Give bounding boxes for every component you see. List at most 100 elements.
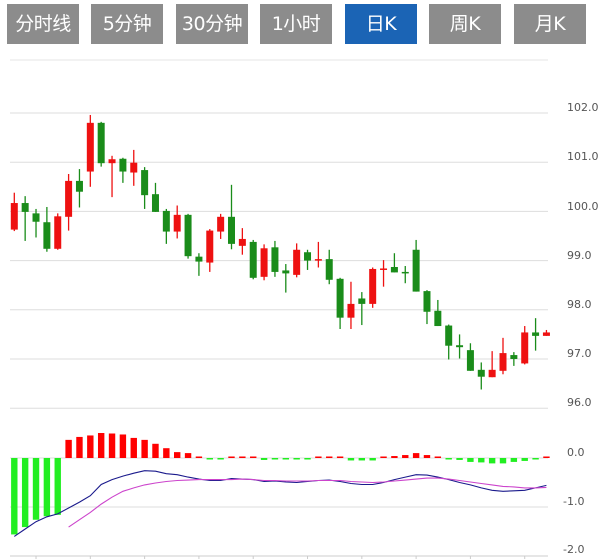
dif-line bbox=[13, 470, 547, 537]
macd-histogram-bar bbox=[521, 458, 528, 461]
candle-body bbox=[195, 256, 203, 262]
candle-body bbox=[423, 291, 431, 312]
candle-body bbox=[21, 203, 29, 212]
candle bbox=[369, 267, 377, 308]
candle bbox=[86, 114, 94, 187]
candle-body bbox=[542, 332, 550, 336]
candle-body bbox=[336, 278, 344, 318]
macd-histogram-bar bbox=[543, 456, 550, 458]
candle bbox=[380, 260, 388, 287]
macd-histogram-bar bbox=[65, 439, 72, 458]
candle bbox=[43, 206, 51, 252]
macd-histogram-bar bbox=[304, 458, 311, 460]
candle-body bbox=[304, 252, 312, 261]
macd-histogram-bar bbox=[282, 458, 289, 460]
candle-body bbox=[151, 194, 159, 212]
candle-body bbox=[119, 158, 127, 172]
macd-histogram-bar bbox=[358, 458, 366, 461]
candle-body bbox=[206, 230, 214, 263]
macd-histogram-bar bbox=[108, 433, 116, 458]
macd-histogram-bar bbox=[336, 456, 344, 458]
tab-intraday[interactable]: 分时线 bbox=[7, 4, 79, 44]
price-tick-label: 97.0 bbox=[567, 347, 592, 360]
candle-body bbox=[380, 268, 388, 270]
candle bbox=[325, 249, 333, 285]
candle bbox=[542, 329, 550, 336]
macd-histogram-bar bbox=[141, 439, 148, 458]
candle-body bbox=[228, 216, 235, 244]
candle bbox=[423, 290, 431, 325]
tab-5min[interactable]: 5分钟 bbox=[91, 4, 163, 44]
tab-weekly-k[interactable]: 周K bbox=[429, 4, 501, 44]
macd-histogram-bar bbox=[54, 458, 61, 515]
candle bbox=[249, 239, 257, 280]
candle-body bbox=[10, 203, 18, 230]
price-tick-label: 99.0 bbox=[567, 249, 592, 262]
candle bbox=[412, 239, 420, 292]
macd-histogram-bar bbox=[434, 456, 442, 458]
candle bbox=[521, 326, 529, 365]
candle bbox=[390, 253, 398, 273]
price-tick-label: 102.0 bbox=[567, 101, 599, 114]
macd-histogram-bar bbox=[488, 458, 496, 464]
candle-body bbox=[358, 298, 366, 304]
tab-1hour[interactable]: 1小时 bbox=[260, 4, 332, 44]
candle-body bbox=[325, 259, 333, 280]
macd-histogram-bar bbox=[510, 458, 518, 462]
price-tick-label: 96.0 bbox=[567, 396, 592, 409]
candle bbox=[173, 205, 181, 239]
candle-body bbox=[347, 303, 355, 318]
macd-histogram-bar bbox=[347, 458, 355, 461]
candle-body bbox=[54, 216, 62, 249]
tab-monthly-k[interactable]: 月K bbox=[514, 4, 586, 44]
candle bbox=[282, 264, 290, 293]
candle-body bbox=[282, 270, 290, 274]
macd-histogram-bar bbox=[228, 456, 235, 458]
candle bbox=[21, 196, 29, 241]
candle bbox=[314, 241, 322, 268]
candle-body bbox=[314, 259, 322, 261]
tab-30min[interactable]: 30分钟 bbox=[176, 4, 248, 44]
candle-body bbox=[271, 247, 279, 272]
candle-body bbox=[173, 214, 181, 232]
candle-body bbox=[390, 266, 398, 273]
candle bbox=[206, 229, 214, 272]
candle bbox=[32, 208, 40, 238]
macd-histogram-bar bbox=[43, 458, 51, 517]
candle bbox=[217, 213, 225, 239]
tab-daily-k[interactable]: 日K bbox=[345, 4, 417, 44]
candle bbox=[162, 208, 170, 244]
macd-histogram-bar bbox=[195, 456, 203, 458]
candle bbox=[75, 169, 83, 208]
candle bbox=[65, 174, 73, 231]
candle-body bbox=[369, 268, 377, 304]
macd-histogram-bar bbox=[369, 458, 376, 461]
period-tabs: 分时线 5分钟 30分钟 1小时 日K 周K 月K bbox=[7, 4, 587, 44]
candle bbox=[54, 213, 62, 250]
macd-histogram-bar bbox=[456, 458, 463, 460]
candle bbox=[488, 351, 496, 378]
macd-tick-label: -2.0 bbox=[563, 543, 584, 556]
macd-histogram-bar bbox=[380, 456, 387, 458]
candle-body bbox=[108, 159, 116, 164]
price-tick-label: 100.0 bbox=[567, 200, 599, 213]
candle-body bbox=[249, 241, 257, 278]
candle bbox=[238, 228, 246, 255]
candle-body bbox=[477, 369, 485, 377]
candle-body bbox=[510, 355, 518, 359]
candle-body bbox=[97, 122, 105, 164]
candle-body bbox=[65, 180, 73, 217]
macd-histogram-bar bbox=[315, 456, 322, 458]
macd-histogram-bar bbox=[260, 458, 268, 460]
candle bbox=[195, 253, 203, 276]
candle-body bbox=[260, 248, 268, 277]
candle-body bbox=[521, 332, 529, 364]
candle-body bbox=[445, 325, 453, 346]
candle bbox=[97, 121, 105, 167]
candle bbox=[151, 182, 159, 212]
macd-histogram-bar bbox=[293, 458, 300, 460]
macd-histogram-bar bbox=[217, 458, 224, 460]
candle-body bbox=[217, 216, 225, 232]
macd-histogram-bar bbox=[467, 458, 474, 462]
